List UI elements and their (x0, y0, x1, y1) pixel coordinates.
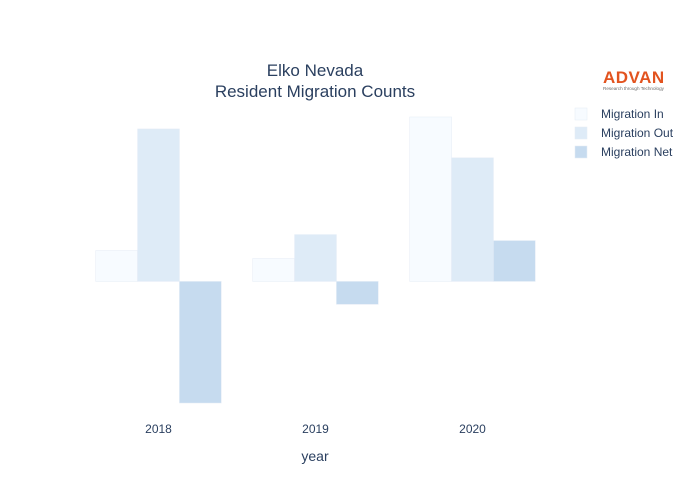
chart-title-line-1: Elko Nevada (267, 61, 364, 80)
bar-migration-in-2020[interactable] (409, 116, 452, 282)
bar-migration-in-2019[interactable] (252, 258, 295, 282)
bar-migration-net-2018[interactable] (179, 281, 222, 404)
x-axis-ticks: 2018 2019 2020 (145, 422, 486, 436)
legend-label: Migration In (601, 107, 664, 121)
legend-item-migration-net[interactable]: Migration Net (574, 145, 673, 159)
logo-wordmark: ADVAN (603, 68, 665, 87)
bar-migration-out-2018[interactable] (137, 128, 180, 282)
bar-migration-in-2018[interactable] (95, 250, 138, 282)
advan-logo: ADVAN Research through Technology (603, 68, 665, 91)
x-tick-label: 2020 (459, 422, 486, 436)
bar-migration-out-2019[interactable] (294, 234, 337, 282)
logo-tagline: Research through Technology (603, 86, 665, 91)
plot-area (95, 116, 536, 404)
legend-item-migration-out[interactable]: Migration Out (574, 126, 674, 140)
legend-label: Migration Net (601, 145, 673, 159)
bar-migration-net-2019[interactable] (336, 281, 379, 305)
legend-swatch (574, 126, 588, 140)
legend[interactable]: Migration In Migration Out Migration Net (574, 107, 674, 159)
legend-item-migration-in[interactable]: Migration In (574, 107, 664, 121)
legend-swatch (574, 107, 588, 121)
legend-label: Migration Out (601, 126, 674, 140)
bar-migration-out-2020[interactable] (451, 157, 494, 282)
x-tick-label: 2019 (302, 422, 329, 436)
legend-swatch (574, 145, 588, 159)
bar-migration-net-2020[interactable] (493, 240, 536, 282)
x-tick-label: 2018 (145, 422, 172, 436)
chart-title-line-2: Resident Migration Counts (215, 82, 415, 101)
x-axis-title: year (301, 448, 329, 464)
